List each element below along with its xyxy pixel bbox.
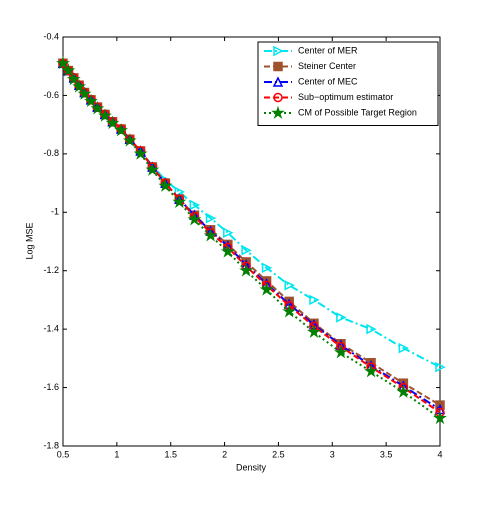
marker [333, 345, 348, 359]
legend: Center of MER Steiner Center Center of MEC… [257, 41, 439, 126]
marker [284, 280, 295, 291]
marker [90, 101, 105, 115]
marker [366, 323, 377, 335]
legend-label: Sub−optimum estimator [298, 92, 393, 102]
legend-box [257, 41, 439, 126]
y-tick-label: -1.8 [43, 440, 59, 450]
marker [98, 108, 112, 122]
marker [271, 105, 285, 119]
marker [66, 72, 81, 86]
y-tick-label: -1 [51, 207, 59, 217]
marker [273, 92, 283, 103]
x-tick-label: 2 [222, 449, 227, 459]
marker [189, 199, 201, 211]
y-tick-label: -0.6 [43, 90, 59, 100]
y-tick-label: -0.8 [43, 148, 59, 158]
y-tick-label: -0.4 [43, 31, 59, 41]
marker [61, 63, 76, 77]
marker [364, 364, 378, 378]
marker [261, 262, 273, 274]
marker [172, 194, 187, 208]
plot-frame [62, 36, 441, 447]
marker [273, 45, 284, 57]
marker [56, 56, 70, 70]
marker [398, 342, 410, 354]
marker [205, 212, 217, 224]
marker [77, 86, 92, 100]
x-tick-label: 1.5 [164, 449, 177, 459]
marker [272, 76, 284, 87]
legend-label: Center of MER [298, 45, 358, 55]
y-tick-label: -1.4 [43, 324, 59, 334]
marker [223, 227, 234, 238]
x-tick-label: 1 [114, 449, 119, 459]
marker [273, 61, 283, 72]
y-tick-label: -1.2 [43, 265, 59, 275]
marker [241, 245, 252, 256]
marker [114, 123, 129, 137]
marker [220, 244, 235, 258]
marker [203, 228, 218, 242]
marker [239, 263, 254, 277]
x-tick-label: 3 [330, 449, 335, 459]
marker [187, 212, 202, 226]
marker [282, 304, 297, 318]
x-tick-label: 3.5 [380, 449, 393, 459]
legend-label: Steiner Center [298, 61, 356, 71]
legend-label: Center of MEC [298, 76, 358, 86]
marker [336, 312, 347, 323]
marker [145, 162, 160, 176]
marker [84, 93, 98, 108]
x-tick-label: 4 [437, 449, 442, 459]
legend-label: CM of Possible Target Region [298, 107, 417, 117]
marker [307, 324, 321, 338]
y-axis-label: Log MSE [24, 222, 34, 259]
marker [72, 79, 87, 93]
marker [396, 384, 411, 398]
marker [133, 146, 148, 160]
x-tick-label: 2.5 [272, 449, 285, 459]
marker [105, 115, 120, 130]
marker [259, 282, 274, 296]
x-tick-label: 0.5 [57, 449, 70, 459]
marker [309, 294, 320, 306]
y-tick-label: -1.6 [43, 382, 59, 392]
x-axis-label: Density [236, 462, 267, 472]
marker [158, 178, 173, 192]
marker [433, 410, 447, 425]
marker [122, 133, 137, 147]
marker [435, 361, 446, 373]
